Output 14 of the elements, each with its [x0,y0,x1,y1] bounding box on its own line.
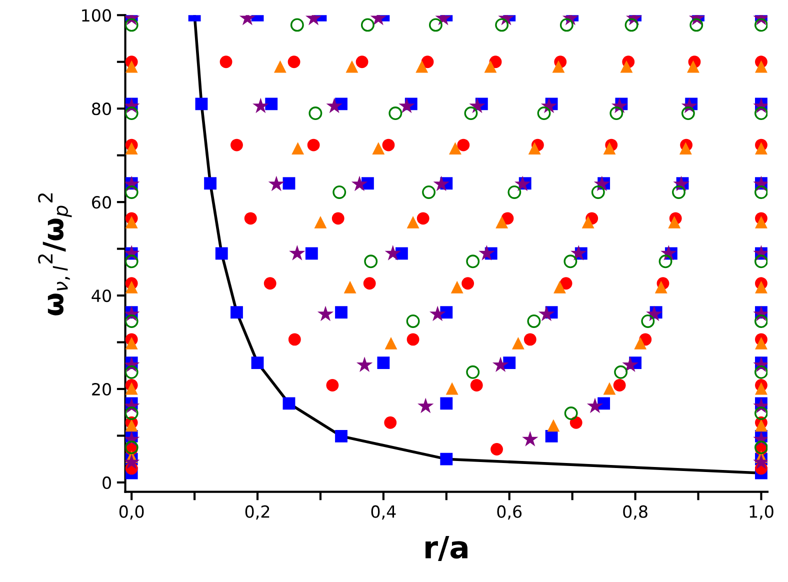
x-tick-label: 0,6 [497,505,522,520]
y-tick-label: 100 [82,9,111,22]
y-tick-label: 40 [92,289,111,302]
y-tick-label: 0 [102,476,111,490]
x-tick-label: 0,2 [245,505,270,520]
x-axis-title: r/a [426,536,468,562]
x-tick-label: 0,4 [371,505,396,520]
x-tick-label: 0,0 [119,505,144,520]
x-tick-label: 1,0 [750,505,774,520]
y-tick-label: 60 [92,196,111,209]
y-axis-title: ω$_{ν,l}$$^{2}$/ω$_{p}$$^{2}$ [38,193,72,316]
y-tick-label: 20 [92,382,111,396]
x-tick-label: 0,8 [623,505,648,520]
y-tick-label: 80 [92,102,111,116]
